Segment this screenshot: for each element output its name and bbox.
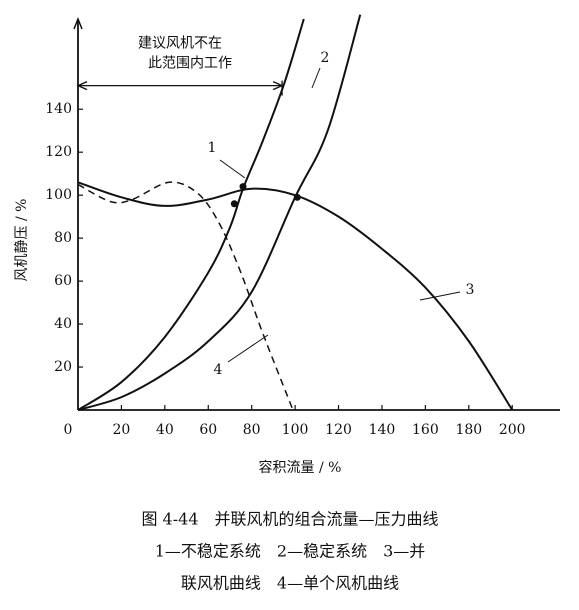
x-tick-label: 20 — [113, 422, 131, 438]
curve-label: 2 — [321, 50, 330, 66]
y-tick-label: 140 — [45, 101, 72, 117]
curve — [77, 14, 362, 411]
operating-point — [230, 200, 238, 208]
x-tick-label: 0 — [64, 422, 73, 438]
curve — [77, 181, 294, 411]
y-tick-label: 120 — [45, 144, 72, 160]
curve-label: 3 — [466, 282, 475, 298]
y-tick-label: 80 — [54, 230, 72, 246]
y-tick-label: 20 — [54, 359, 72, 375]
operating-point — [293, 193, 301, 201]
x-axis-label: 容积流量 / % — [259, 459, 342, 476]
y-tick-label: 60 — [54, 273, 72, 289]
annotation-text: 建议风机不在 — [138, 36, 222, 52]
x-tick-label: 200 — [499, 422, 526, 438]
leader-line — [311, 67, 321, 89]
y-tick-label: 100 — [45, 187, 72, 203]
x-tick-label: 120 — [325, 422, 352, 438]
caption: 图 4-44 并联风机的组合流量—压力曲线 — [141, 510, 438, 529]
leader-line — [419, 291, 461, 301]
x-tick-label: 40 — [156, 422, 174, 438]
curve — [77, 181, 514, 411]
caption: 1—不稳定系统 2—稳定系统 3—并 — [155, 542, 426, 561]
caption: 联风机曲线 4—单个风机曲线 — [181, 574, 399, 593]
y-tick-label: 40 — [54, 316, 72, 332]
x-tick-label: 80 — [243, 422, 261, 438]
operating-point — [239, 183, 247, 191]
curve — [77, 18, 305, 411]
leader-line — [219, 159, 246, 179]
x-tick-label: 100 — [282, 422, 309, 438]
annotation-text: 此范围内工作 — [148, 55, 232, 72]
curve-label: 1 — [208, 140, 217, 156]
y-axis-label: 风机静压 / % — [14, 199, 30, 282]
x-tick-label: 180 — [455, 422, 482, 438]
x-tick-label: 160 — [412, 422, 439, 438]
x-tick-label: 60 — [199, 422, 217, 438]
axis-arrow — [73, 16, 83, 30]
leader-line — [227, 334, 269, 363]
arrow-head — [76, 81, 88, 91]
x-tick-label: 140 — [369, 422, 396, 438]
curve-label: 4 — [214, 362, 223, 378]
